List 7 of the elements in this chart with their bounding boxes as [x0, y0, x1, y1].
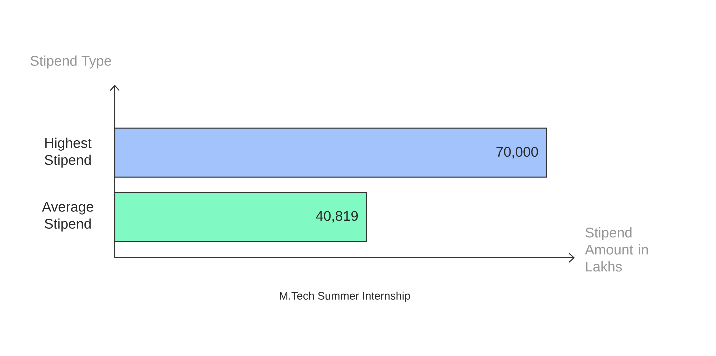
text: M.Tech Summer Internship: [280, 292, 410, 302]
data-label: 40,819: [316, 211, 358, 223]
y-tick-label: Highest Stipend: [45, 138, 92, 168]
y-axis-title: Stipend Type: [30, 56, 112, 69]
x-axis-title: Stipend Amount in Lakhs: [585, 228, 648, 272]
y-tick-label: Average Stipend: [42, 202, 94, 232]
data-label: 70,000: [496, 147, 538, 159]
